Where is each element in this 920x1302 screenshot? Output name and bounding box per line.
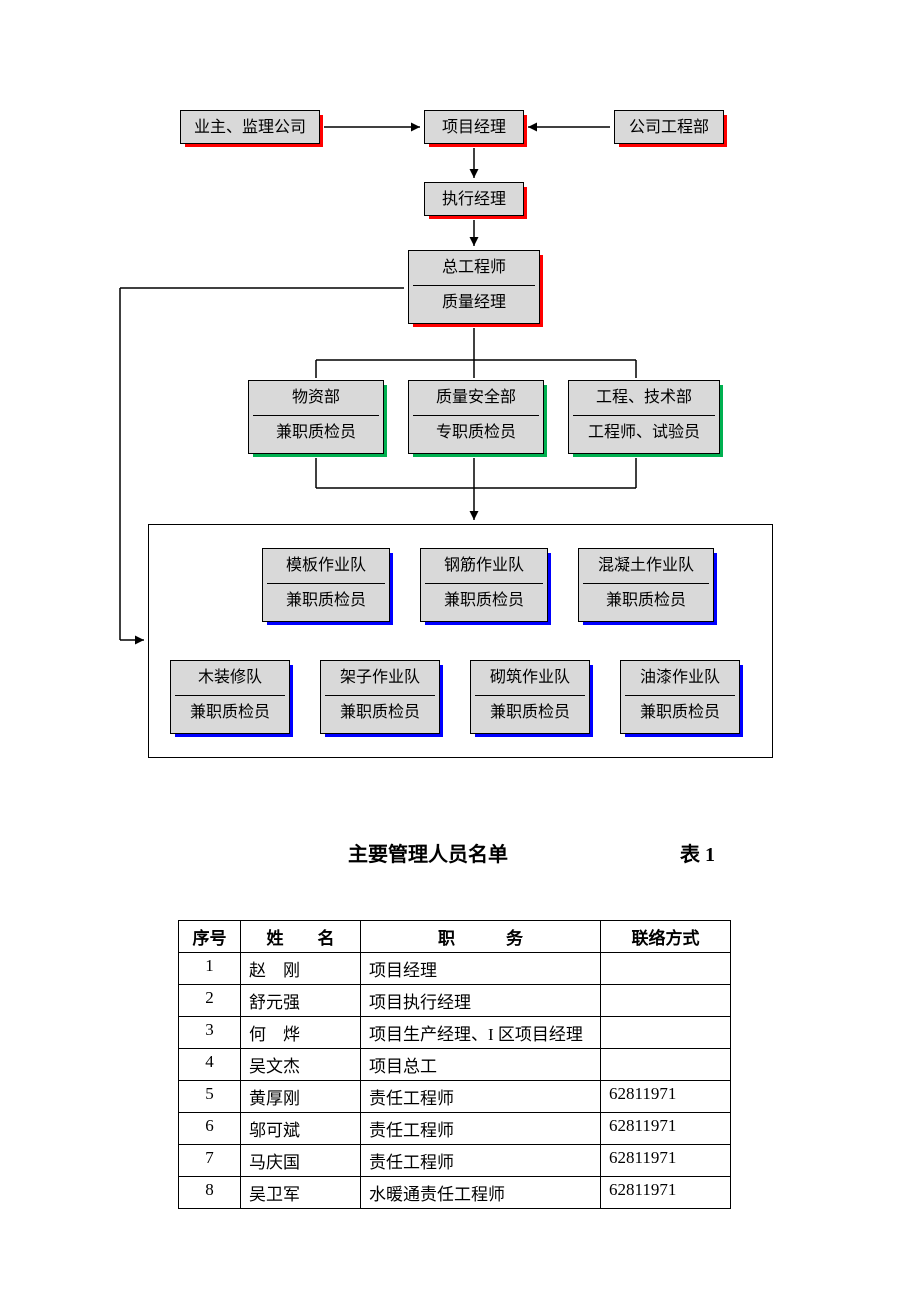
- cell-index: 7: [179, 1145, 241, 1177]
- node-teamA3: 混凝土作业队 兼职质检员: [578, 548, 714, 622]
- cell-role: 责任工程师: [361, 1113, 601, 1145]
- node-label-top: 架子作业队: [325, 667, 435, 696]
- table-row: 4吴文杰项目总工: [179, 1049, 731, 1081]
- cell-name: 黄厚刚: [241, 1081, 361, 1113]
- cell-contact: [601, 953, 731, 985]
- node-label-top: 油漆作业队: [625, 667, 735, 696]
- cell-name: 邬可斌: [241, 1113, 361, 1145]
- cell-index: 8: [179, 1177, 241, 1209]
- node-label-top: 木装修队: [175, 667, 285, 696]
- node-teamB2: 架子作业队 兼职质检员: [320, 660, 440, 734]
- node-label: 业主、监理公司: [194, 119, 306, 136]
- cell-name: 吴文杰: [241, 1049, 361, 1081]
- node-label-top: 砌筑作业队: [475, 667, 585, 696]
- table-row: 3何 烨项目生产经理、I 区项目经理: [179, 1017, 731, 1049]
- cell-index: 3: [179, 1017, 241, 1049]
- node-teamA2: 钢筋作业队 兼职质检员: [420, 548, 548, 622]
- cell-contact: 62811971: [601, 1177, 731, 1209]
- node-label-bot: 兼职质检员: [175, 702, 285, 724]
- col-contact: 联络方式: [601, 921, 731, 953]
- cell-role: 责任工程师: [361, 1081, 601, 1113]
- label-text: 表 1: [680, 844, 715, 866]
- table-header-row: 序号 姓 名 职 务 联络方式: [179, 921, 731, 953]
- table-row: 2舒元强项目执行经理: [179, 985, 731, 1017]
- node-label: 项目经理: [442, 119, 506, 136]
- table-row: 5黄厚刚责任工程师62811971: [179, 1081, 731, 1113]
- node-label-top: 质量安全部: [413, 387, 539, 416]
- node-label-top: 混凝土作业队: [583, 555, 709, 584]
- node-pm: 项目经理: [424, 110, 524, 144]
- col-index: 序号: [179, 921, 241, 953]
- page: 业主、监理公司 项目经理 公司工程部 执行经理 总工程师 质量经理 物资部 兼职…: [0, 0, 920, 1302]
- cell-name: 吴卫军: [241, 1177, 361, 1209]
- node-chief: 总工程师 质量经理: [408, 250, 540, 324]
- cell-index: 5: [179, 1081, 241, 1113]
- node-label-bot: 专职质检员: [413, 422, 539, 444]
- node-dept1: 物资部 兼职质检员: [248, 380, 384, 454]
- node-teamB3: 砌筑作业队 兼职质检员: [470, 660, 590, 734]
- node-teamB4: 油漆作业队 兼职质检员: [620, 660, 740, 734]
- node-label-bot: 兼职质检员: [325, 702, 435, 724]
- cell-index: 2: [179, 985, 241, 1017]
- cell-role: 水暖通责任工程师: [361, 1177, 601, 1209]
- table-row: 6邬可斌责任工程师62811971: [179, 1113, 731, 1145]
- node-label-top: 总工程师: [413, 257, 535, 286]
- cell-role: 责任工程师: [361, 1145, 601, 1177]
- node-label-top: 模板作业队: [267, 555, 385, 584]
- node-execmgr: 执行经理: [424, 182, 524, 216]
- cell-name: 赵 刚: [241, 953, 361, 985]
- node-label-bot: 质量经理: [413, 292, 535, 314]
- cell-contact: [601, 1049, 731, 1081]
- cell-index: 6: [179, 1113, 241, 1145]
- personnel-table: 序号 姓 名 职 务 联络方式 1赵 刚项目经理2舒元强项目执行经理3何 烨项目…: [178, 920, 731, 1209]
- cell-contact: 62811971: [601, 1081, 731, 1113]
- table-row: 8吴卫军水暖通责任工程师62811971: [179, 1177, 731, 1209]
- node-label: 执行经理: [442, 191, 506, 208]
- cell-contact: 62811971: [601, 1113, 731, 1145]
- col-name: 姓 名: [241, 921, 361, 953]
- cell-role: 项目执行经理: [361, 985, 601, 1017]
- node-teamB1: 木装修队 兼职质检员: [170, 660, 290, 734]
- node-label-top: 物资部: [253, 387, 379, 416]
- cell-name: 舒元强: [241, 985, 361, 1017]
- node-label-bot: 兼职质检员: [475, 702, 585, 724]
- col-role: 职 务: [361, 921, 601, 953]
- node-dept2: 质量安全部 专职质检员: [408, 380, 544, 454]
- cell-index: 1: [179, 953, 241, 985]
- cell-contact: [601, 1017, 731, 1049]
- node-label-bot: 兼职质检员: [267, 590, 385, 612]
- table-row: 1赵 刚项目经理: [179, 953, 731, 985]
- node-label-bot: 兼职质检员: [253, 422, 379, 444]
- cell-role: 项目总工: [361, 1049, 601, 1081]
- node-dept3: 工程、技术部 工程师、试验员: [568, 380, 720, 454]
- cell-name: 何 烨: [241, 1017, 361, 1049]
- cell-role: 项目生产经理、I 区项目经理: [361, 1017, 601, 1049]
- node-label: 公司工程部: [629, 119, 709, 136]
- cell-name: 马庆国: [241, 1145, 361, 1177]
- node-label-top: 工程、技术部: [573, 387, 715, 416]
- node-label-bot: 兼职质检员: [425, 590, 543, 612]
- node-owner: 业主、监理公司: [180, 110, 320, 144]
- table-title: 主要管理人员名单: [348, 838, 508, 867]
- cell-role: 项目经理: [361, 953, 601, 985]
- cell-contact: 62811971: [601, 1145, 731, 1177]
- table-row: 7马庆国责任工程师62811971: [179, 1145, 731, 1177]
- node-label-top: 钢筋作业队: [425, 555, 543, 584]
- cell-contact: [601, 985, 731, 1017]
- node-label-bot: 兼职质检员: [583, 590, 709, 612]
- node-teamA1: 模板作业队 兼职质检员: [262, 548, 390, 622]
- node-label-bot: 工程师、试验员: [573, 422, 715, 444]
- node-company: 公司工程部: [614, 110, 724, 144]
- title-text: 主要管理人员名单: [348, 844, 508, 866]
- cell-index: 4: [179, 1049, 241, 1081]
- node-label-bot: 兼职质检员: [625, 702, 735, 724]
- table-label: 表 1: [680, 838, 715, 867]
